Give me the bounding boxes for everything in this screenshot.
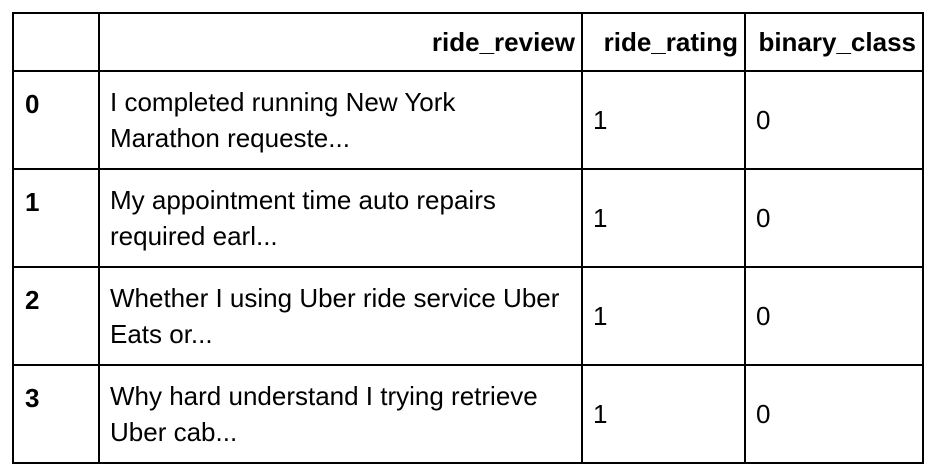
- table-row: 3 Why hard understand I trying retrieve …: [12, 364, 924, 464]
- index-header: [12, 12, 100, 72]
- cell-ride-rating: 1: [581, 364, 746, 464]
- cell-ride-review: Why hard understand I trying retrieve Ub…: [98, 364, 583, 464]
- table-row: 2 Whether I using Uber ride service Uber…: [12, 266, 924, 366]
- column-header-ride-review: ride_review: [98, 12, 583, 72]
- cell-ride-review: My appointment time auto repairs require…: [98, 168, 583, 268]
- table-row: 1 My appointment time auto repairs requi…: [12, 168, 924, 268]
- table-body: 0 I completed running New York Marathon …: [12, 70, 924, 464]
- cell-binary-class: 0: [744, 70, 924, 170]
- column-header-binary-class: binary_class: [744, 12, 924, 72]
- cell-binary-class: 0: [744, 364, 924, 464]
- column-header-ride-rating: ride_rating: [581, 12, 746, 72]
- cell-ride-rating: 1: [581, 266, 746, 366]
- cell-ride-review: I completed running New York Marathon re…: [98, 70, 583, 170]
- row-index: 1: [12, 168, 100, 268]
- header-row: ride_review ride_rating binary_class: [12, 12, 924, 72]
- row-index: 0: [12, 70, 100, 170]
- table-row: 0 I completed running New York Marathon …: [12, 70, 924, 170]
- cell-ride-rating: 1: [581, 70, 746, 170]
- cell-binary-class: 0: [744, 168, 924, 268]
- row-index: 2: [12, 266, 100, 366]
- cell-binary-class: 0: [744, 266, 924, 366]
- dataframe-table: ride_review ride_rating binary_class 0 I…: [12, 12, 924, 464]
- row-index: 3: [12, 364, 100, 464]
- table-header: ride_review ride_rating binary_class: [12, 12, 924, 72]
- cell-ride-rating: 1: [581, 168, 746, 268]
- cell-ride-review: Whether I using Uber ride service Uber E…: [98, 266, 583, 366]
